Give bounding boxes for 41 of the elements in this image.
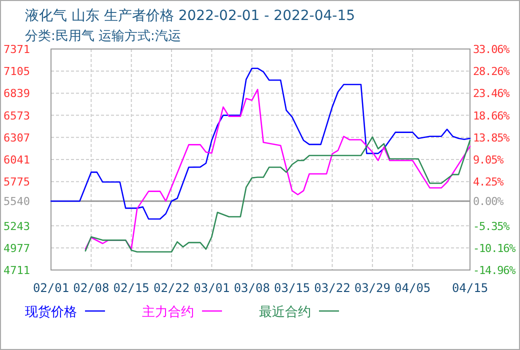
x-tick-label: 02/15 bbox=[113, 281, 150, 295]
y2-tick-label: -10.16% bbox=[473, 242, 516, 255]
line-series bbox=[84, 88, 471, 250]
legend-label: 现货价格 bbox=[25, 305, 77, 320]
x-tick-label: 03/08 bbox=[234, 281, 270, 295]
x-tick-label: 02/08 bbox=[73, 281, 110, 295]
y2-tick-label: 4.25% bbox=[473, 176, 504, 189]
y-tick-label: 4977 bbox=[4, 242, 30, 255]
chart-title: 液化气 山东 生产者价格 2022-02-01 - 2022-04-15 bbox=[25, 8, 356, 24]
y-tick-label: 6307 bbox=[4, 131, 30, 144]
y-tick-label: 6839 bbox=[4, 87, 30, 100]
x-tick-label: 03/29 bbox=[354, 281, 390, 295]
y-tick-label: 4711 bbox=[4, 264, 30, 277]
y-tick-label: 7371 bbox=[4, 43, 30, 56]
y-tick-label: 6573 bbox=[4, 109, 30, 122]
legend-label: 主力合约 bbox=[142, 304, 194, 320]
y2-tick-label: 0.00% bbox=[473, 195, 504, 208]
y2-tick-label: 33.06% bbox=[473, 43, 510, 56]
x-tick-label: 04/05 bbox=[394, 281, 431, 295]
y2-tick-label: 9.05% bbox=[473, 154, 504, 166]
x-tick-label: 02/01 bbox=[32, 281, 70, 295]
y-tick-label: 5540 bbox=[4, 195, 30, 208]
y2-tick-label: 28.26% bbox=[473, 65, 510, 78]
legend-label: 最近合约 bbox=[259, 305, 311, 320]
y2-tick-label: 23.46% bbox=[473, 87, 510, 100]
y-tick-label: 7105 bbox=[4, 65, 30, 78]
x-tick-label: 03/22 bbox=[314, 281, 350, 295]
y-tick-label: 5775 bbox=[4, 176, 30, 189]
line-series bbox=[50, 68, 471, 220]
y2-tick-label: -14.96% bbox=[473, 264, 516, 277]
y-tick-label: 5243 bbox=[4, 220, 30, 233]
y-tick-label: 6041 bbox=[4, 154, 30, 166]
x-tick-label: 02/22 bbox=[153, 281, 190, 295]
y2-tick-label: 18.66% bbox=[473, 109, 510, 122]
line-series bbox=[84, 136, 471, 253]
x-tick-label: 03/15 bbox=[274, 281, 310, 295]
y2-tick-label: -5.35% bbox=[473, 220, 510, 233]
x-tick-label: 03/01 bbox=[194, 281, 230, 295]
chart-subtitle: 分类:民用气 运输方式:汽运 bbox=[25, 28, 181, 44]
y2-tick-label: 13.85% bbox=[473, 131, 510, 144]
x-tick-label: 04/15 bbox=[452, 281, 488, 295]
